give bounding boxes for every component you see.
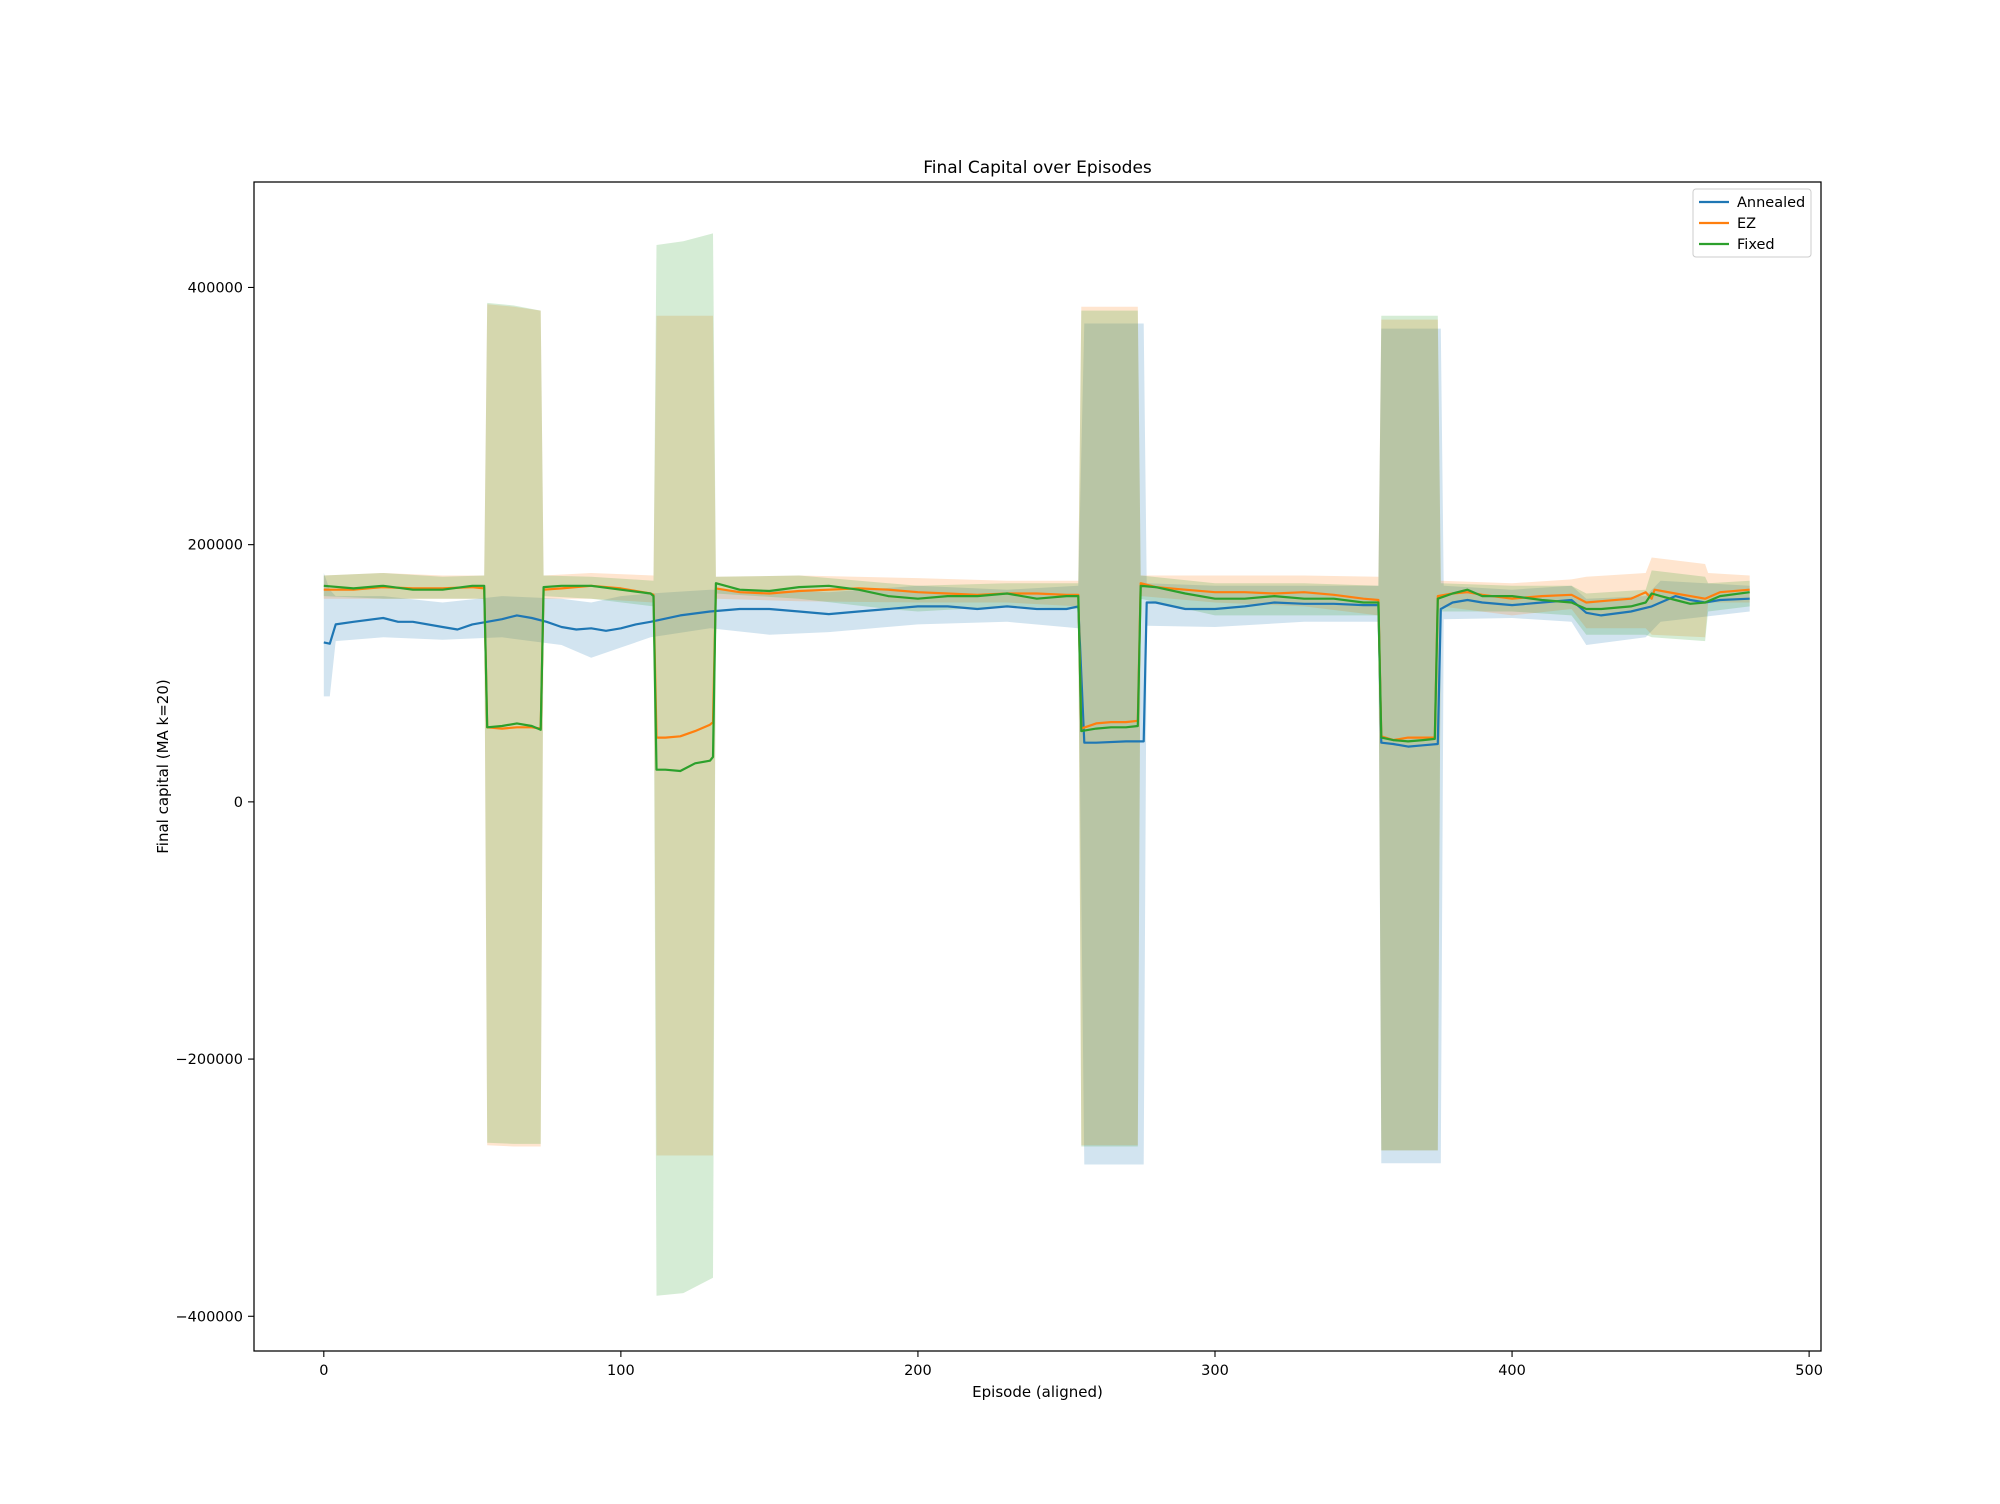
axis-ticks: 0 100 200 300 400 500 −400000 −200000 0 200000 400… [175, 280, 1822, 1379]
y-tick-label: −200000 [175, 1052, 243, 1068]
y-tick-label: −400000 [175, 1309, 243, 1325]
series-lines [323, 582, 1750, 773]
legend-label: EZ [1737, 216, 1756, 232]
line-fixed [323, 582, 1750, 773]
x-tick-label: 0 [319, 1363, 328, 1379]
x-tick-label: 500 [1795, 1363, 1823, 1379]
legend-label: Annealed [1737, 195, 1805, 211]
legend-label: Fixed [1737, 237, 1775, 253]
y-tick-label: 400000 [188, 280, 243, 296]
y-axis-label: Final capital (MA k=20) [154, 679, 172, 854]
y-tick-label: 0 [234, 795, 243, 811]
plot-frame [253, 181, 1822, 1352]
chart-title: Final Capital over Episodes [923, 158, 1152, 178]
band-ez [323, 304, 1750, 1156]
x-tick-label: 200 [904, 1363, 932, 1379]
legend: Annealed EZ Fixed [1692, 188, 1812, 258]
band-annealed [323, 323, 1750, 1165]
y-tick-label: 200000 [188, 538, 243, 554]
x-tick-label: 300 [1201, 1363, 1229, 1379]
legend-box [1692, 188, 1812, 258]
x-tick-label: 400 [1498, 1363, 1526, 1379]
x-axis-label: Episode (aligned) [972, 1383, 1103, 1401]
confidence-bands [323, 233, 1750, 1296]
band-fixed [323, 233, 1750, 1296]
x-tick-label: 100 [607, 1363, 635, 1379]
